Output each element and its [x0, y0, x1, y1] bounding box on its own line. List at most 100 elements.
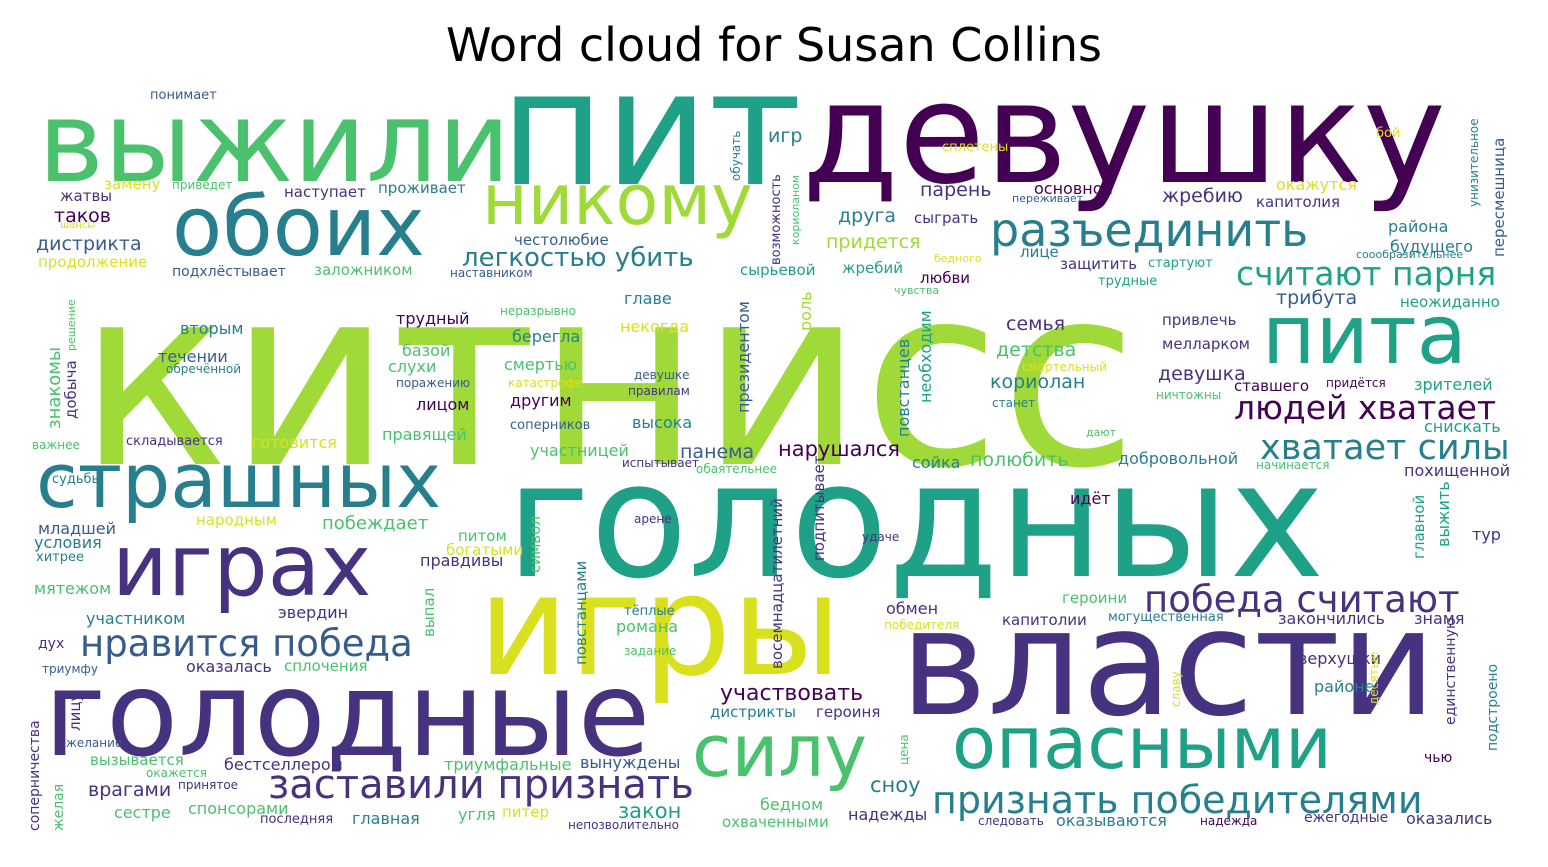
word-sniskat: снискать — [1424, 417, 1501, 436]
word-igr: игр — [768, 125, 803, 147]
word-geroinya: героиня — [816, 703, 881, 721]
word-igrakh: играх — [112, 516, 372, 616]
word-mogushchestvennaya: могущественная — [1108, 610, 1224, 625]
word-skladyvaetsya: складывается — [126, 434, 223, 449]
word-podstroeno: подстроено — [1485, 663, 1501, 751]
word-zakonchilis: закончились — [1278, 609, 1385, 628]
word-rol: роль — [796, 291, 815, 331]
word-ponimaet: понимает — [150, 88, 217, 103]
word-soobrazitelnee: соообразительнее — [1356, 248, 1464, 261]
word-splocheniya: сплочения — [284, 657, 368, 675]
word-nerazryvno: неразрывно — [500, 304, 576, 318]
word-zhelaya: желая — [51, 783, 67, 831]
word-vtorym: вторым — [180, 319, 244, 338]
word-spleteny: сплетены — [942, 140, 1009, 155]
word-sopernichestva: соперничества — [30, 720, 43, 831]
word-triumfalnye: триумфальные — [444, 755, 572, 774]
word-beregla: берегла — [512, 327, 581, 346]
word-litsu: лицу — [66, 692, 84, 731]
word-zakon: закон — [618, 799, 682, 823]
word-pridetsya-2: придётся — [1326, 376, 1386, 390]
word-chuvstva: чувства — [894, 284, 940, 297]
word-narushalsya: нарушался — [778, 437, 901, 461]
word-tur: тур — [1472, 525, 1501, 544]
word-geroini: героини — [1062, 589, 1128, 607]
word-povstantsev: повстанцев — [894, 338, 913, 437]
word-vypal: выпал — [420, 587, 438, 637]
word-glavnoy: главной — [1410, 494, 1428, 559]
word-pita: пита — [1262, 288, 1467, 383]
word-povstantsami: повстанцами — [572, 560, 590, 665]
word-pit: пит — [500, 85, 802, 222]
word-soyka: сойка — [912, 453, 961, 472]
word-rayona: района — [1388, 217, 1449, 236]
word-peresmeshnitsa: пересмешница — [1490, 137, 1508, 257]
word-priznat-pobeditelyami: признать победителями — [932, 778, 1423, 822]
word-podkhlestyvaet: подхлёстывает — [172, 264, 286, 280]
word-prinyatoe: принятое — [178, 778, 239, 792]
word-paren: парень — [920, 179, 992, 201]
word-katastrofe: катастрофе — [508, 376, 584, 390]
word-myatezhom: мятежом — [34, 579, 112, 598]
word-desyatye: десятые — [1367, 651, 1381, 705]
word-syrevoy: сырьевой — [740, 261, 816, 279]
word-polyubit: полюбить — [970, 449, 1069, 471]
word-podpityvaet: подпитывает — [810, 455, 828, 562]
word-semya: семья — [1006, 313, 1066, 335]
word-trudnyy: трудный — [396, 309, 470, 328]
word-boy: бой — [1376, 126, 1401, 141]
word-sestre: сестре — [114, 803, 171, 822]
word-litse: лице — [1020, 243, 1059, 261]
word-pobeda-schitayut: победа считают — [1144, 578, 1460, 621]
word-mladshey: младшей — [38, 519, 117, 538]
word-vyzhili: выжили — [38, 85, 511, 208]
word-neobkhodim: необходим — [916, 310, 935, 403]
word-vlasti: власти — [900, 577, 1437, 749]
word-okhvachennymi: охваченными — [722, 813, 829, 831]
word-poslednyaya: последняя — [260, 812, 334, 827]
word-perezhivaet: переживает — [1012, 192, 1084, 205]
word-narodnym: народным — [196, 511, 278, 529]
word-detstva: детства — [996, 339, 1077, 361]
word-chyu: чью — [1424, 750, 1453, 766]
word-teplye: тёплые — [624, 604, 675, 619]
word-zastavili-priznat: заставили признать — [268, 762, 694, 808]
word-lyubvi: любви — [920, 269, 971, 287]
word-golodnykh: голодных — [506, 427, 1325, 614]
word-prodolzhenie: продолжение — [38, 253, 148, 271]
word-vosemnadtsatiletniy: восемнадцатилетний — [768, 498, 786, 669]
word-smertelnyy: смертельный — [1022, 360, 1107, 374]
word-shansy: шансы — [60, 220, 96, 231]
word-prozhivaet: проживает — [378, 179, 466, 197]
word-simvol: символ — [526, 516, 544, 573]
word-okazhutsya: окажутся — [1276, 175, 1357, 194]
word-koriolanom: кориоланом — [789, 174, 802, 245]
word-nastupaet: наступает — [284, 183, 366, 201]
word-zhelanie: желание — [66, 736, 123, 750]
word-nekogda: некогда — [620, 317, 690, 336]
word-nadezhda: надежда — [1200, 814, 1258, 828]
word-schitayut-parnya: считают парня — [1236, 254, 1497, 293]
word-cloud: китнисс пит девушку выжили голодных игры… — [30, 85, 1520, 845]
word-zashchitit: защитить — [1060, 255, 1138, 273]
word-arene: арене — [634, 512, 672, 526]
word-vragami: врагами — [88, 779, 172, 801]
word-glavnaya: главная — [352, 809, 420, 828]
word-gotovitsya: готовится — [252, 433, 337, 452]
word-budushchego: будущего — [1390, 237, 1473, 256]
word-vazhnee: важнее — [32, 438, 80, 452]
word-bednom: бедном — [760, 795, 824, 814]
word-triumfu: триумфу — [42, 662, 98, 676]
word-okazalas: оказалась — [186, 657, 272, 676]
word-dobycha: добыча — [62, 360, 80, 419]
word-opasnymi: опасными — [952, 701, 1332, 785]
word-udache: удаче — [862, 530, 900, 544]
word-idet: идёт — [1070, 489, 1111, 508]
word-koriolan: кориолан — [990, 371, 1086, 393]
word-druga: друга — [838, 205, 897, 227]
word-zamenu: замену — [104, 175, 161, 193]
word-nadezhdy: надежды — [848, 805, 928, 824]
word-sudby: судьбы — [52, 472, 102, 487]
word-pravyashchey: правящей — [382, 425, 467, 444]
word-snou: сноу — [870, 773, 921, 797]
